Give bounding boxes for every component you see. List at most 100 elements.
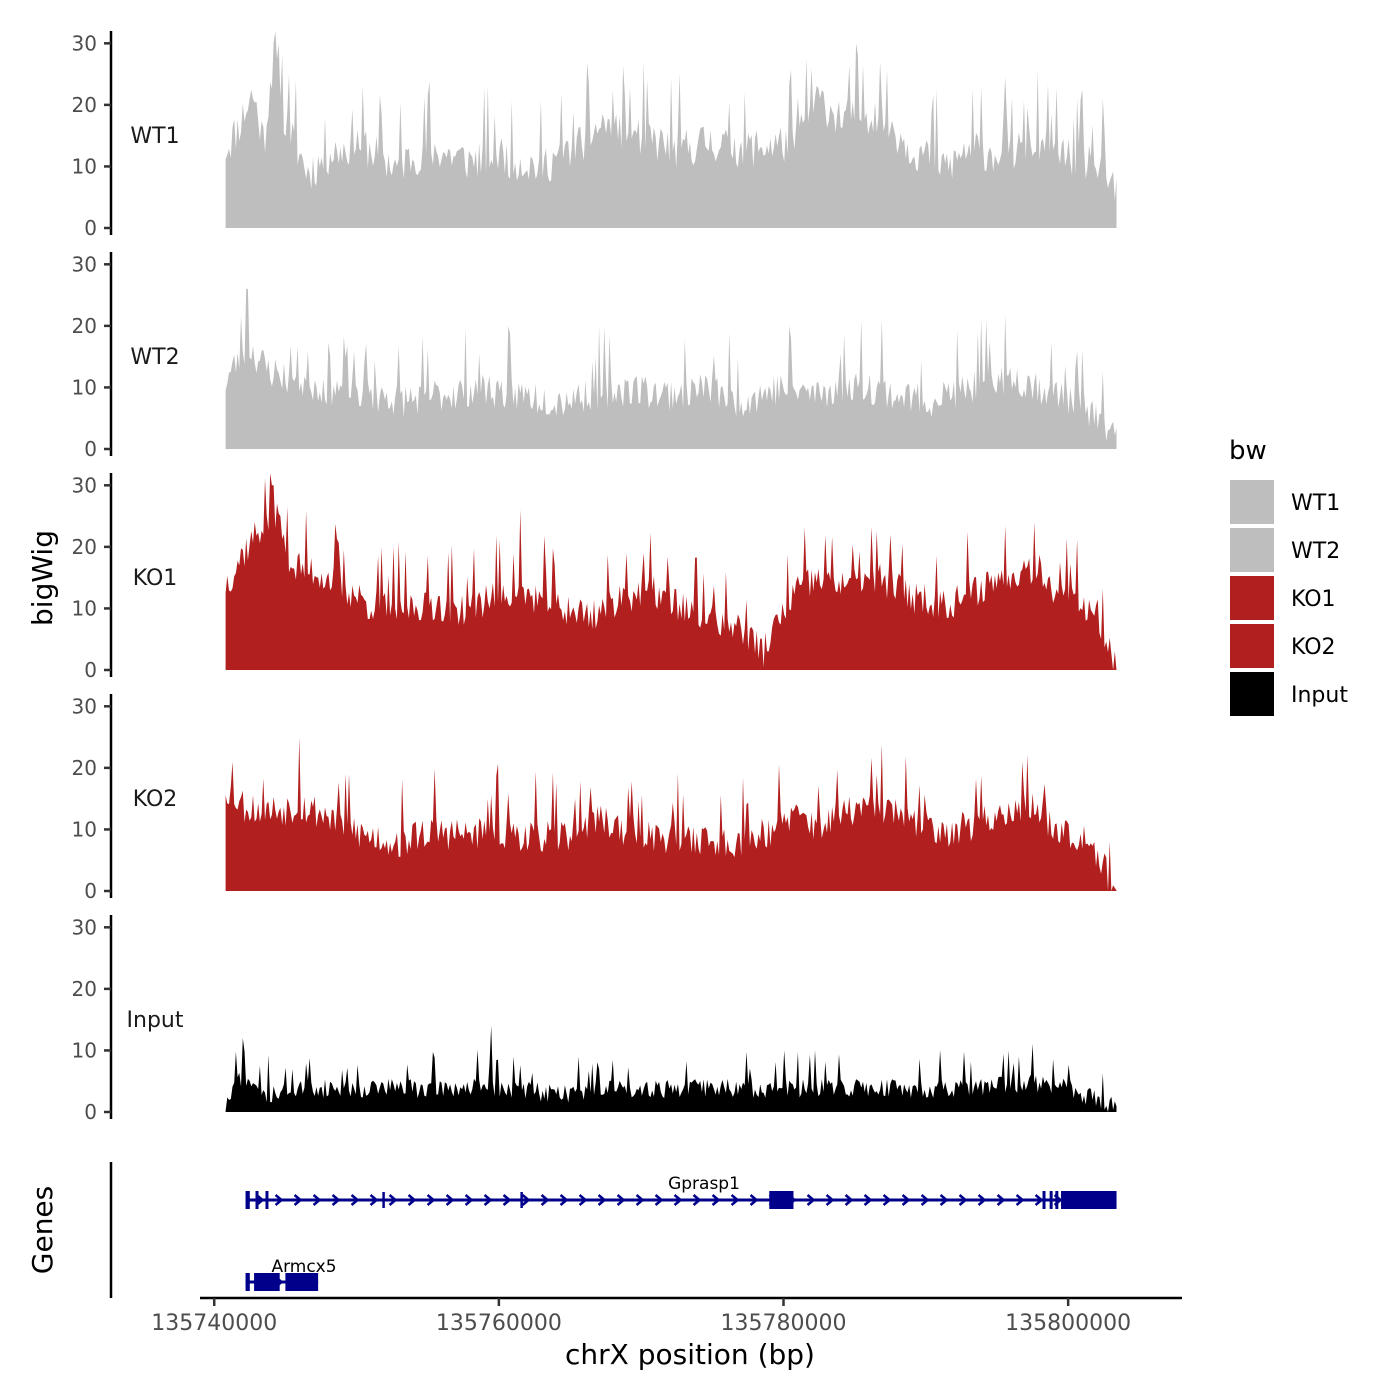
legend-items: WT1 WT2 KO1 KO2 Input bbox=[1230, 480, 1348, 716]
y-tick-label: 10 bbox=[72, 154, 97, 178]
gene-armcx5: Armcx5 bbox=[245, 1257, 337, 1291]
strand-arrow bbox=[597, 1194, 607, 1206]
strand-arrow bbox=[654, 1194, 664, 1206]
exon-block bbox=[254, 1273, 280, 1291]
legend-item-wt2: WT2 bbox=[1230, 528, 1340, 572]
y-tick-label: 20 bbox=[72, 93, 97, 117]
exon-block bbox=[265, 1191, 269, 1209]
gene-gprasp1: Gprasp1 bbox=[245, 1174, 1117, 1209]
y-axis-title-genes: Genes bbox=[26, 1186, 59, 1274]
track-label: KO1 bbox=[133, 566, 178, 591]
strand-arrow bbox=[901, 1194, 911, 1206]
strand-arrow bbox=[673, 1194, 683, 1206]
y-tick-label: 20 bbox=[72, 314, 97, 338]
strand-arrow bbox=[825, 1194, 835, 1206]
x-tick-label: 135780000 bbox=[721, 1311, 847, 1336]
strand-arrow bbox=[255, 1194, 265, 1206]
strand-arrow bbox=[958, 1194, 968, 1206]
strand-arrow bbox=[521, 1194, 531, 1206]
strand-arrow bbox=[863, 1194, 873, 1206]
exon-block bbox=[1049, 1191, 1053, 1209]
strand-arrow bbox=[426, 1194, 436, 1206]
track-label: Input bbox=[127, 1008, 184, 1033]
track-label: KO2 bbox=[133, 787, 178, 812]
strand-arrow bbox=[445, 1194, 455, 1206]
coverage-area-input bbox=[225, 1025, 1117, 1112]
strand-arrow bbox=[312, 1194, 322, 1206]
y-tick-label: 10 bbox=[72, 596, 97, 620]
strand-arrow bbox=[388, 1194, 398, 1206]
strand-arrow bbox=[540, 1194, 550, 1206]
legend-swatch bbox=[1230, 672, 1274, 716]
strand-arrow bbox=[407, 1194, 417, 1206]
legend-label: Input bbox=[1291, 683, 1348, 708]
y-tick-label: 30 bbox=[72, 252, 97, 276]
y-tick-label: 0 bbox=[84, 437, 97, 461]
strand-arrow bbox=[635, 1194, 645, 1206]
exon-block bbox=[245, 1273, 250, 1291]
strand-arrow bbox=[331, 1194, 341, 1206]
y-tick-label: 10 bbox=[72, 817, 97, 841]
legend-swatch bbox=[1230, 624, 1274, 668]
strand-arrow bbox=[1015, 1194, 1025, 1206]
strand-arrow bbox=[369, 1194, 379, 1206]
y-tick-label: 20 bbox=[72, 535, 97, 559]
y-tick-label: 30 bbox=[72, 915, 97, 939]
legend-item-wt1: WT1 bbox=[1230, 480, 1340, 524]
strand-arrow bbox=[464, 1194, 474, 1206]
genes-panel: Genes Gprasp1 Armcx5 bbox=[26, 1162, 1117, 1298]
exon-block bbox=[255, 1191, 259, 1209]
y-tick-label: 30 bbox=[72, 473, 97, 497]
legend-label: WT2 bbox=[1291, 539, 1340, 564]
y-tick-label: 20 bbox=[72, 977, 97, 1001]
y-tick-label: 30 bbox=[72, 694, 97, 718]
coverage-area-wt2 bbox=[225, 288, 1117, 449]
y-tick-label: 0 bbox=[84, 879, 97, 903]
legend-swatch bbox=[1230, 480, 1274, 524]
strand-arrow bbox=[749, 1194, 759, 1206]
strand-arrow bbox=[350, 1194, 360, 1206]
x-ticks: 135740000 135760000 135780000 135800000 bbox=[151, 1298, 1131, 1336]
strand-arrow bbox=[293, 1194, 303, 1206]
gene-label: Armcx5 bbox=[271, 1257, 336, 1277]
coverage-tracks: 0 10 20 30 WT1 0 10 20 30 WT2 0 10 20 30 KO1 0 10 20 30 KO2… bbox=[72, 31, 1117, 1124]
exon-block bbox=[245, 1191, 250, 1209]
exon-block bbox=[1042, 1191, 1046, 1209]
strand-arrow bbox=[559, 1194, 569, 1206]
strand-arrow bbox=[844, 1194, 854, 1206]
exon-block bbox=[1061, 1191, 1117, 1209]
strand-arrow bbox=[711, 1194, 721, 1206]
legend-swatch bbox=[1230, 528, 1274, 572]
strand-arrow bbox=[502, 1194, 512, 1206]
y-tick-label: 0 bbox=[84, 658, 97, 682]
strand-arrow bbox=[730, 1194, 740, 1206]
y-tick-label: 30 bbox=[72, 31, 97, 55]
legend-item-ko2: KO2 bbox=[1230, 624, 1336, 668]
track-label: WT1 bbox=[130, 124, 179, 149]
legend-label: KO2 bbox=[1291, 635, 1336, 660]
strand-arrow bbox=[483, 1194, 493, 1206]
strand-arrow bbox=[1034, 1194, 1044, 1206]
strand-arrow bbox=[692, 1194, 702, 1206]
strand-arrow bbox=[616, 1194, 626, 1206]
strand-arrow bbox=[977, 1194, 987, 1206]
coverage-area-ko2 bbox=[225, 737, 1117, 891]
track-ko1: 0 10 20 30 KO1 bbox=[72, 473, 1117, 682]
legend-title: bw bbox=[1229, 436, 1267, 466]
coverage-area-wt1 bbox=[225, 31, 1117, 228]
track-input: 0 10 20 30 Input bbox=[72, 915, 1117, 1124]
legend: bw WT1 WT2 KO1 KO2 Input bbox=[1229, 436, 1348, 716]
y-tick-label: 10 bbox=[72, 1038, 97, 1062]
gene-label: Gprasp1 bbox=[668, 1174, 740, 1194]
y-tick-label: 0 bbox=[84, 1100, 97, 1124]
exon-block bbox=[285, 1273, 319, 1291]
track-ko2: 0 10 20 30 KO2 bbox=[72, 694, 1117, 903]
legend-label: WT1 bbox=[1291, 491, 1340, 516]
track-label: WT2 bbox=[130, 345, 179, 370]
y-tick-label: 0 bbox=[84, 216, 97, 240]
y-tick-label: 10 bbox=[72, 375, 97, 399]
x-axis: 135740000 135760000 135780000 135800000 chr… bbox=[151, 1296, 1182, 1371]
x-tick-label: 135740000 bbox=[151, 1311, 277, 1336]
x-axis-title: chrX position (bp) bbox=[565, 1338, 815, 1371]
